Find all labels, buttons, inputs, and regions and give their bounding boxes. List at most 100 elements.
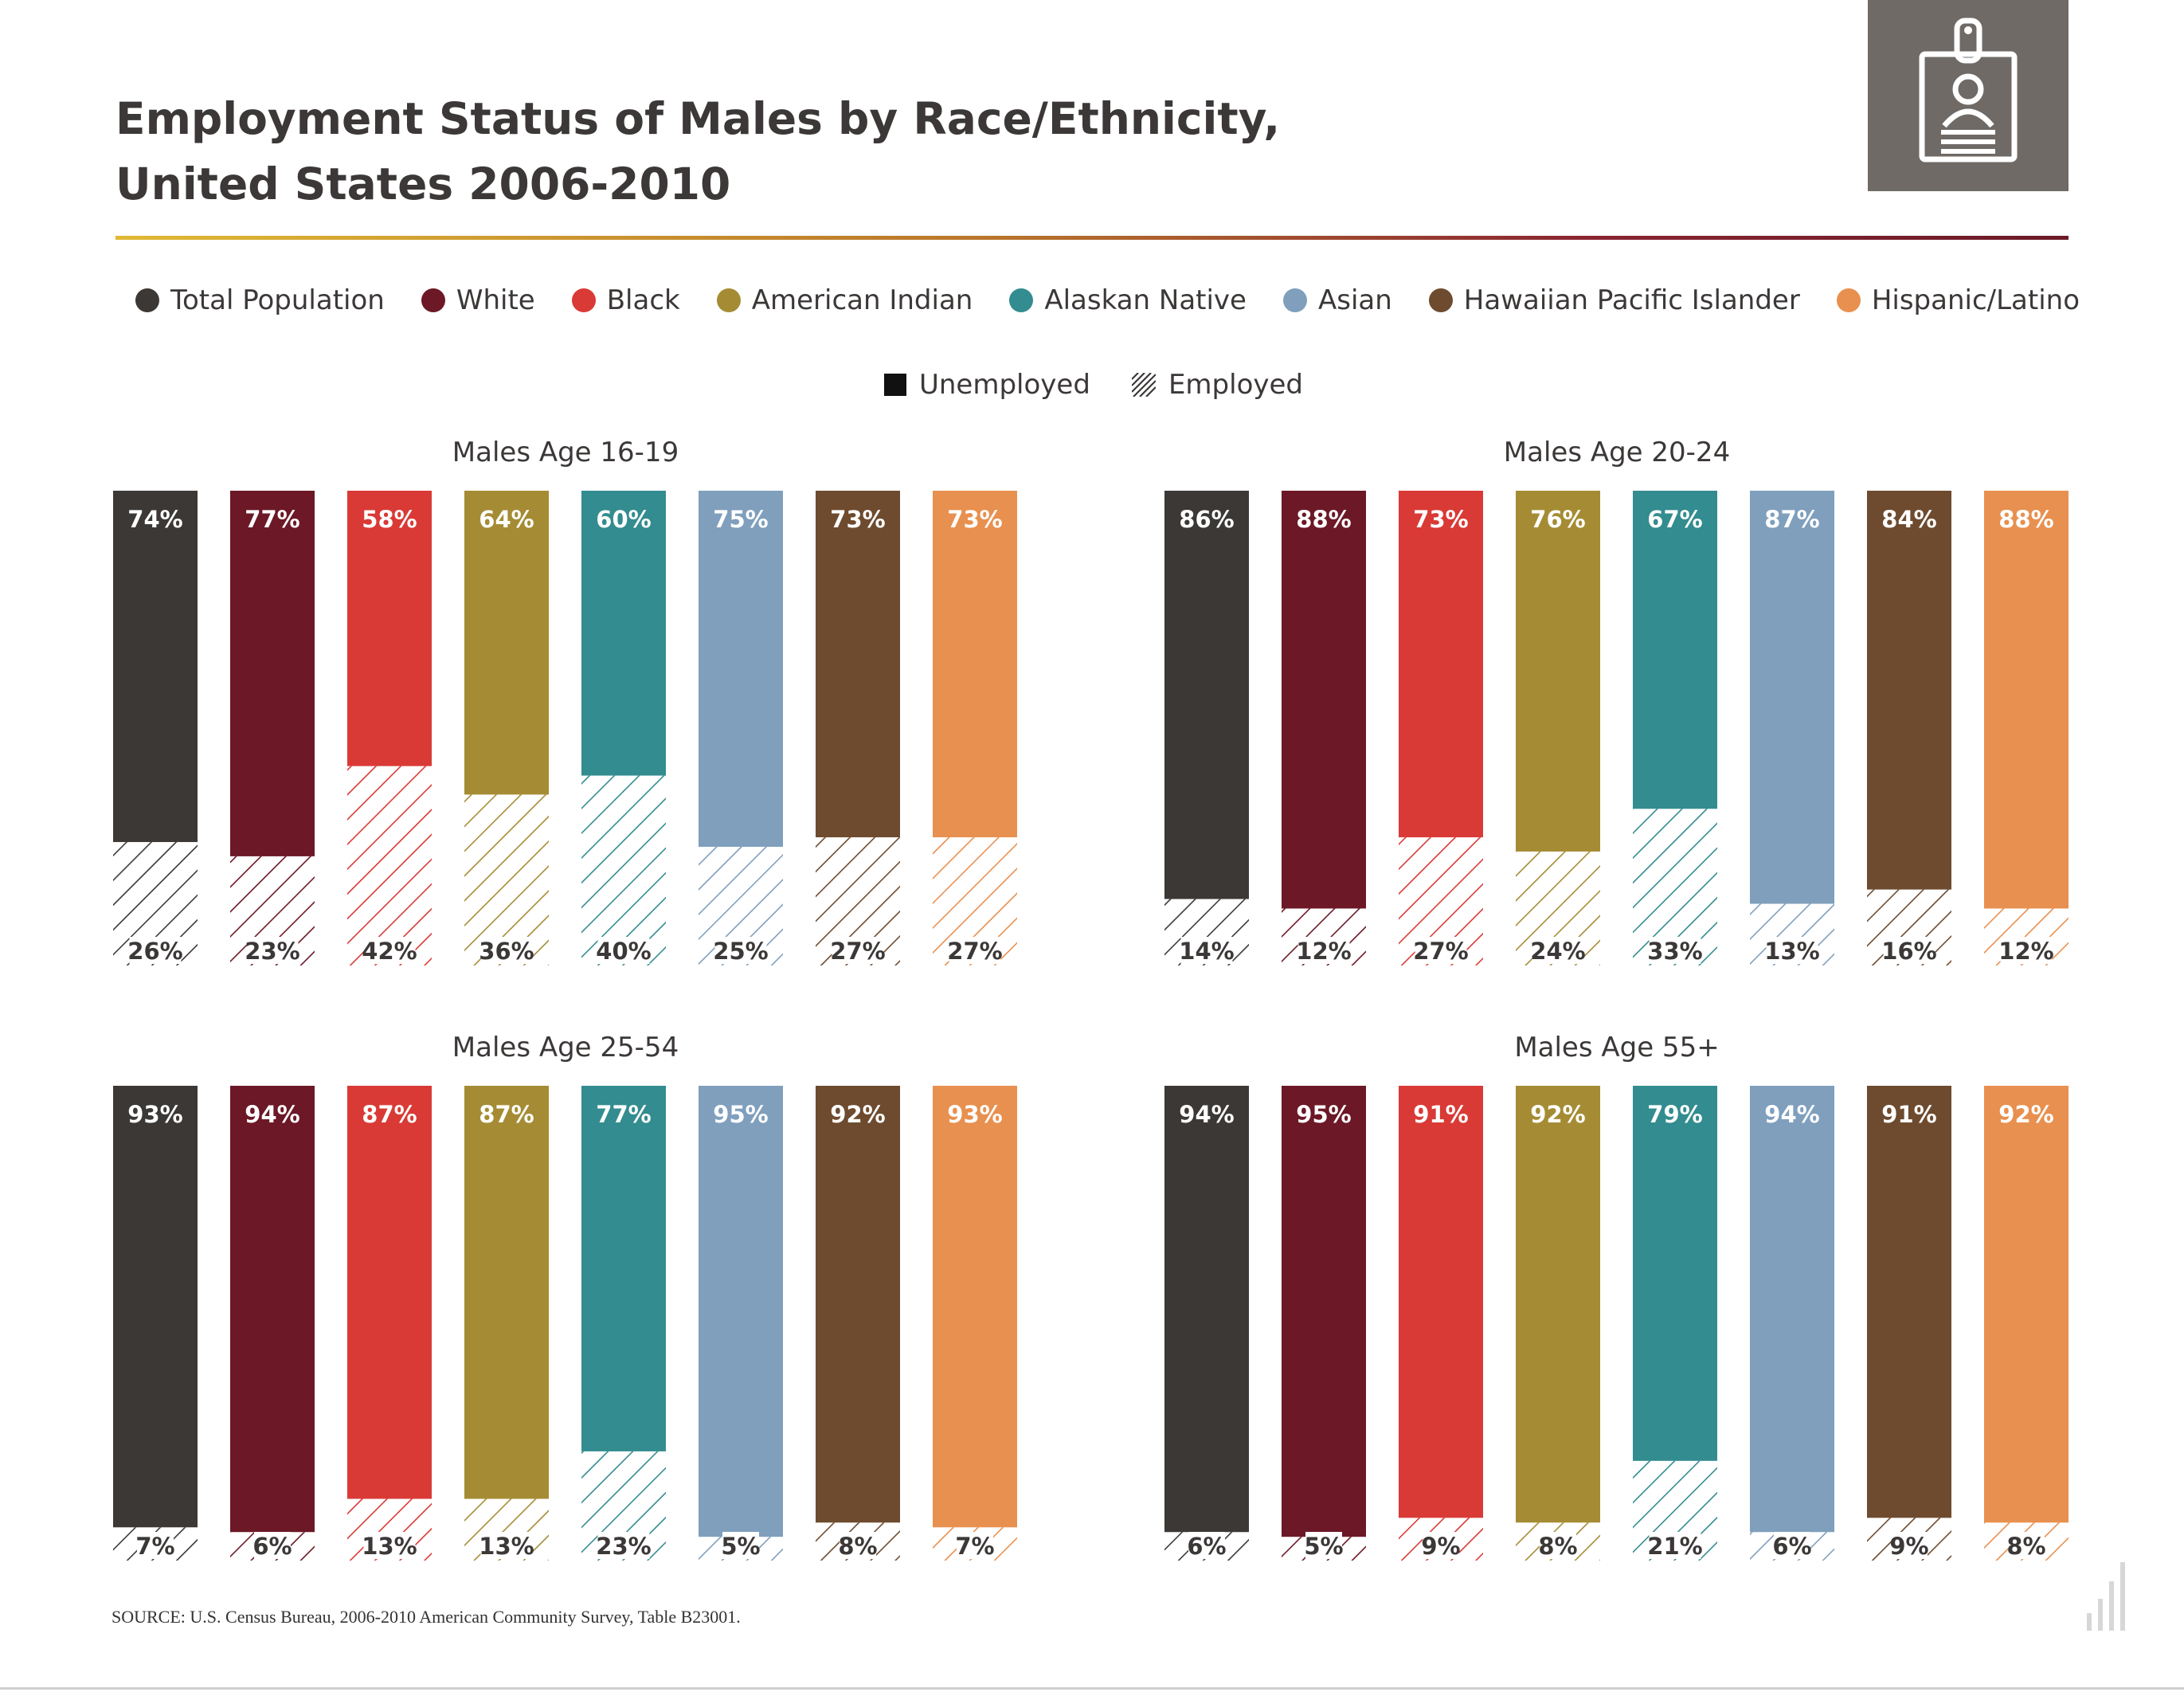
legend-swatch xyxy=(716,288,741,312)
legend-item-unemployed: Unemployed xyxy=(884,369,1090,401)
bar-asian: 94% 6% xyxy=(1750,1086,1834,1561)
bar-white: 94% 6% xyxy=(230,1086,315,1561)
panel-males-55-plus: Males Age 55+ 94% 6% 95% 5% 91% 9% 92% 8% 79% 21%… xyxy=(1163,1030,2079,1588)
value-label-employed: 26% xyxy=(127,938,182,965)
value-label-background xyxy=(597,1532,650,1559)
bar-asian: 75% 25% xyxy=(699,491,783,965)
bar-segment-unemployed xyxy=(1282,1086,1366,1537)
value-label-background xyxy=(1532,937,1584,964)
bar-segment-unemployed xyxy=(347,491,432,766)
value-label-unemployed: 92% xyxy=(1530,1101,1585,1128)
bar-american-indian: 64% 36% xyxy=(464,491,549,965)
value-label-background xyxy=(957,1532,993,1559)
bars-males-16-19: 74% 26% 77% 23% 58% 42% 64% 36% 60% 40% 75% 25% 73% 2… xyxy=(113,491,1017,965)
value-label-background xyxy=(1883,937,1935,964)
value-label-unemployed: 94% xyxy=(1764,1101,1819,1128)
value-label-employed: 13% xyxy=(479,1533,534,1560)
bar-black: 87% 13% xyxy=(347,1086,432,1561)
panel-title: Males Age 16-19 xyxy=(452,437,679,468)
value-label-employed: 16% xyxy=(1881,938,1936,965)
value-label-background xyxy=(949,937,1001,964)
title-line-2: United States 2006-2010 xyxy=(115,159,731,210)
legend-swatch xyxy=(1009,288,1034,312)
value-label-unemployed: 58% xyxy=(362,506,417,533)
value-label-employed: 33% xyxy=(1647,938,1702,965)
value-label-employed: 6% xyxy=(1772,1533,1811,1560)
value-label-employed: 23% xyxy=(596,1533,651,1560)
panel-title: Males Age 20-24 xyxy=(1503,437,1731,468)
bar-hawaiian-pacific-islander: 91% 9% xyxy=(1867,1086,1951,1561)
value-label-employed: 25% xyxy=(713,938,768,965)
legend-swatch xyxy=(1428,288,1453,312)
value-label-background xyxy=(714,937,767,964)
bar-white: 77% 23% xyxy=(230,491,315,965)
legend-label: Black xyxy=(606,284,680,316)
value-label-unemployed: 93% xyxy=(947,1101,1002,1128)
bar-black: 73% 27% xyxy=(1399,491,1483,965)
bar-total-population: 93% 7% xyxy=(113,1086,198,1561)
bar-segment-unemployed xyxy=(347,1086,432,1499)
value-label-employed: 12% xyxy=(1296,938,1351,965)
legend-swatch xyxy=(135,288,159,312)
bar-total-population: 86% 14% xyxy=(1164,491,1249,965)
value-label-employed: 13% xyxy=(362,1533,417,1560)
panel-males-25-54: Males Age 25-54 93% 7% 94% 6% 87% 13% 87% 13% 77… xyxy=(112,1030,1027,1588)
bar-american-indian: 76% 24% xyxy=(1516,491,1600,965)
value-label-unemployed: 79% xyxy=(1647,1101,1702,1128)
bar-segment-employed xyxy=(347,766,432,965)
value-label-employed: 21% xyxy=(1647,1533,1702,1560)
legend-item-black: Black xyxy=(571,284,680,316)
legend-item-asian: Asian xyxy=(1282,284,1392,316)
value-label-employed: 23% xyxy=(245,938,299,965)
bar-hawaiian-pacific-islander: 84% 16% xyxy=(1867,491,1951,965)
title-line-1: Employment Status of Males by Race/Ethni… xyxy=(115,93,1281,144)
value-label-background xyxy=(597,937,650,964)
value-label-unemployed: 77% xyxy=(596,1101,651,1128)
value-label-employed: 9% xyxy=(1421,1533,1460,1560)
bar-segment-unemployed xyxy=(230,491,315,856)
bar-chart-icon xyxy=(2087,1562,2125,1631)
title-divider xyxy=(115,236,2069,240)
bar-segment-unemployed xyxy=(699,1086,783,1537)
legend-label: Alaskan Native xyxy=(1044,284,1247,316)
value-label-employed: 6% xyxy=(1187,1533,1226,1560)
bar-segment-unemployed xyxy=(1633,491,1717,809)
bar-hawaiian-pacific-islander: 92% 8% xyxy=(816,1086,900,1561)
bar-segment-unemployed xyxy=(1399,1086,1483,1518)
bar-segment-unemployed xyxy=(1750,491,1834,904)
value-label-employed: 42% xyxy=(362,938,417,965)
value-label-unemployed: 73% xyxy=(830,506,885,533)
value-label-unemployed: 87% xyxy=(479,1101,534,1128)
value-label-background xyxy=(1774,1532,1810,1559)
bar-american-indian: 92% 8% xyxy=(1516,1086,1600,1561)
value-label-employed: 7% xyxy=(955,1533,994,1560)
bar-total-population: 74% 26% xyxy=(113,491,198,965)
legend-label: White xyxy=(456,284,535,316)
value-label-employed: 13% xyxy=(1764,938,1819,965)
bar-asian: 95% 5% xyxy=(699,1086,783,1561)
bar-segment-unemployed xyxy=(1984,1086,2069,1523)
bar-segment-unemployed xyxy=(464,1086,549,1499)
bars-males-25-54: 93% 7% 94% 6% 87% 13% 87% 13% 77% 23% 95% 5% 92% 8% 93… xyxy=(113,1086,1017,1561)
legend-label: Unemployed xyxy=(919,369,1090,401)
legend-swatch xyxy=(421,288,445,312)
value-label-unemployed: 91% xyxy=(1881,1101,1936,1128)
value-label-unemployed: 87% xyxy=(1764,506,1819,533)
value-label-unemployed: 73% xyxy=(1413,506,1468,533)
panel-males-16-19: Males Age 16-19 74% 26% 77% 23% 58% 42% 64% 36%… xyxy=(112,435,1027,993)
value-label-unemployed: 60% xyxy=(596,506,651,533)
bar-segment-unemployed xyxy=(581,491,666,776)
solid-swatch xyxy=(884,374,906,396)
value-label-unemployed: 94% xyxy=(245,1101,299,1128)
legend-item-total-population: Total Population xyxy=(135,284,385,316)
value-label-unemployed: 67% xyxy=(1647,506,1702,533)
bar-hispanic-latino: 92% 8% xyxy=(1984,1086,2069,1561)
source-note: SOURCE: U.S. Census Bureau, 2006-2010 Am… xyxy=(112,1607,741,1627)
bars-males-20-24: 86% 14% 88% 12% 73% 27% 76% 24% 67% 33% 87% 13% 84% 1… xyxy=(1164,491,2069,965)
legend-item-hawaiian-pacific-islander: Hawaiian Pacific Islander xyxy=(1428,284,1800,316)
value-label-unemployed: 92% xyxy=(1998,1101,2053,1128)
bar-white: 88% 12% xyxy=(1282,491,1366,965)
value-label-unemployed: 75% xyxy=(713,506,768,533)
legend-label: Hawaiian Pacific Islander xyxy=(1463,284,1800,316)
value-label-background xyxy=(363,937,416,964)
